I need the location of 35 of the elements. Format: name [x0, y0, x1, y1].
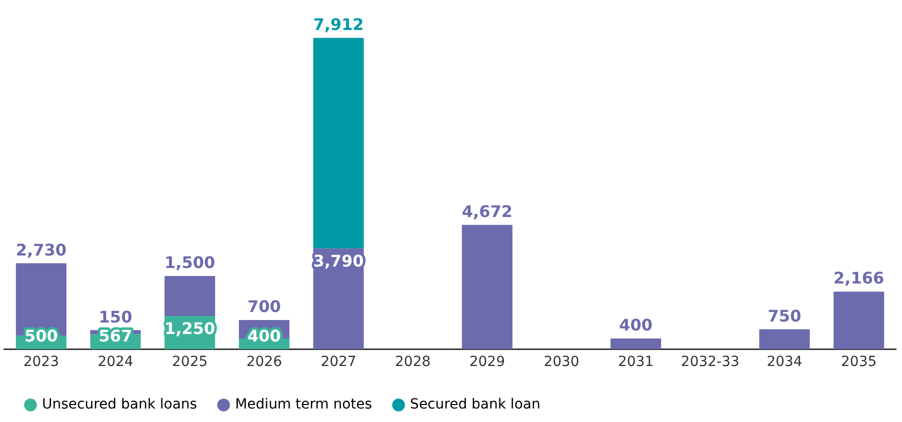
data-label: 150: [98, 307, 132, 326]
x-tick-label: 2032-33: [680, 354, 740, 370]
data-label: 500: [24, 326, 58, 346]
data-label: 567: [98, 326, 132, 346]
legend-label: Unsecured bank loans: [42, 396, 198, 413]
legend-label: Secured bank loan: [410, 396, 540, 413]
data-label: 2,166: [834, 268, 884, 288]
x-tick-label: 2024: [98, 354, 134, 370]
data-label: 1,500: [164, 253, 216, 272]
data-label: 700: [247, 297, 281, 316]
bar: [462, 224, 512, 350]
data-label: 1,250: [164, 319, 216, 338]
x-tick-label: 2034: [766, 354, 802, 370]
x-tick-label: 2029: [469, 354, 505, 370]
data-label: 7,912: [313, 15, 364, 34]
data-label: 400: [619, 316, 653, 335]
data-label: 3,790: [313, 252, 364, 271]
bar: [610, 338, 662, 350]
x-tick-label: 2025: [172, 354, 208, 370]
legend-label: Medium term notes: [235, 396, 372, 413]
bar: [313, 38, 364, 248]
data-label: 4,672: [462, 202, 512, 222]
bar: [834, 292, 884, 350]
bar: [164, 276, 216, 316]
data-label: 400: [247, 326, 281, 346]
x-tick-label: 2035: [841, 354, 877, 370]
x-tick-label: 2026: [246, 354, 282, 370]
data-label: 750: [768, 306, 802, 326]
x-tick-label: 2030: [544, 354, 580, 370]
bar: [759, 329, 810, 350]
x-tick-label: 2028: [395, 354, 431, 370]
x-tick-label: 2023: [23, 354, 59, 370]
x-tick-label: 2027: [320, 354, 356, 370]
x-tick-label: 2031: [618, 354, 654, 370]
data-label: 2,730: [16, 240, 66, 260]
